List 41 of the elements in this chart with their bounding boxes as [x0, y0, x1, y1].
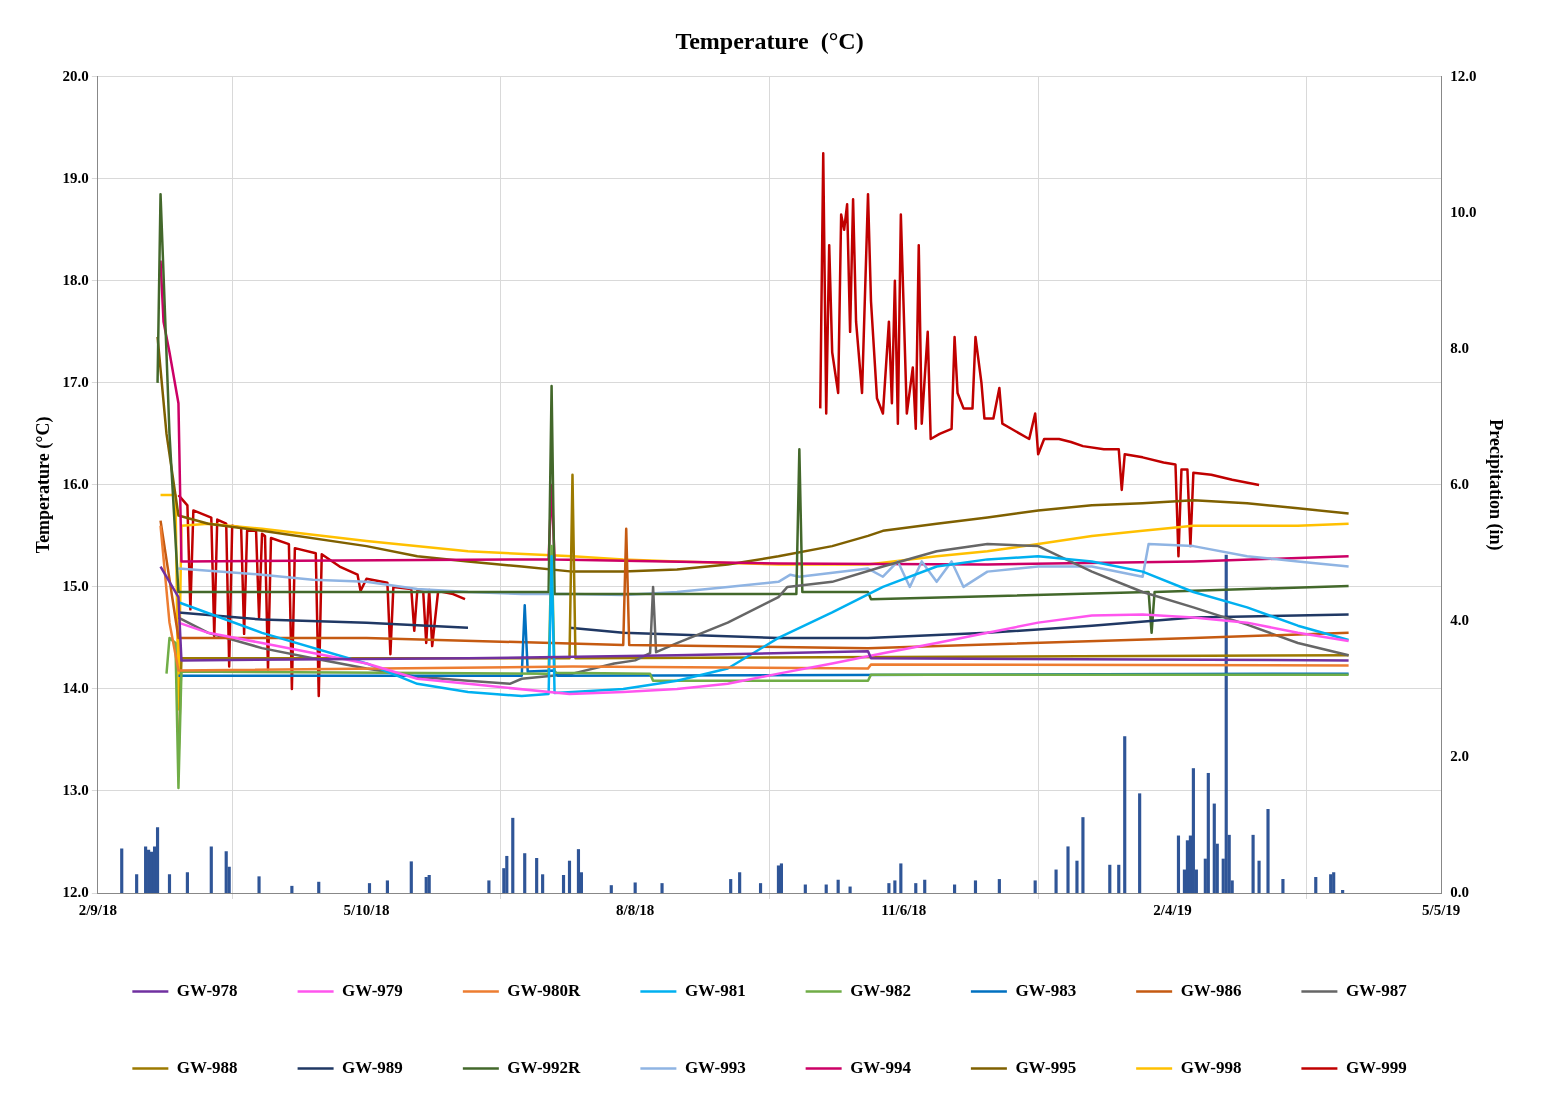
y2-tick-label: 4.0: [1450, 611, 1469, 628]
x-tick-label: 2/4/19: [1153, 901, 1192, 918]
y-tick-label: 12.0: [62, 883, 89, 900]
y-tick-label: 17.0: [62, 373, 89, 390]
legend-label: GW-988: [176, 1057, 238, 1077]
legend-label: GW-983: [1015, 980, 1077, 1000]
y-tick-label: 18.0: [62, 271, 89, 288]
x-tick-label: 5/5/19: [1421, 901, 1461, 918]
y2-tick-label: 2.0: [1450, 747, 1469, 764]
legend-label: GW-999: [1345, 1057, 1407, 1077]
x-tick-label: 2/9/18: [78, 901, 118, 918]
y-tick-label: 15.0: [62, 577, 89, 594]
legend-label: GW-978: [176, 980, 238, 1000]
y-tick-label: 13.0: [62, 781, 89, 798]
y2-tick-label: 0.0: [1450, 883, 1469, 900]
legend-label: GW-981: [684, 980, 746, 1000]
y2-tick-label: 10.0: [1450, 203, 1477, 220]
x-tick-label: 8/8/18: [616, 901, 655, 918]
chart-title: Temperature (°C): [675, 27, 864, 54]
y2-tick-label: 6.0: [1450, 475, 1469, 492]
legend-label: GW-995: [1015, 1057, 1077, 1077]
y2-tick-label: 12.0: [1450, 67, 1477, 84]
legend-label: GW-998: [1180, 1057, 1242, 1077]
legend-label: GW-987: [1345, 980, 1408, 1000]
y-tick-label: 14.0: [62, 679, 89, 696]
y-axis-title: Temperature (°C): [33, 416, 55, 554]
legend-label: GW-986: [1180, 980, 1242, 1000]
x-tick-label: 11/6/18: [881, 901, 927, 918]
x-tick-label: 5/10/18: [343, 901, 390, 918]
y-tick-label: 16.0: [62, 475, 89, 492]
legend-label: GW-982: [850, 980, 911, 1000]
y2-tick-label: 8.0: [1450, 339, 1469, 356]
legend-label: GW-994: [850, 1057, 912, 1077]
legend-label: GW-979: [342, 980, 403, 1000]
y-tick-label: 19.0: [62, 169, 89, 186]
y-tick-label: 20.0: [62, 67, 89, 84]
legend-label: GW-993: [684, 1057, 746, 1077]
y2-axis-title: Precipitation (in): [1484, 419, 1506, 551]
legend-label: GW-992R: [507, 1057, 582, 1077]
legend-label: GW-980R: [507, 980, 582, 1000]
legend-label: GW-989: [342, 1057, 403, 1077]
